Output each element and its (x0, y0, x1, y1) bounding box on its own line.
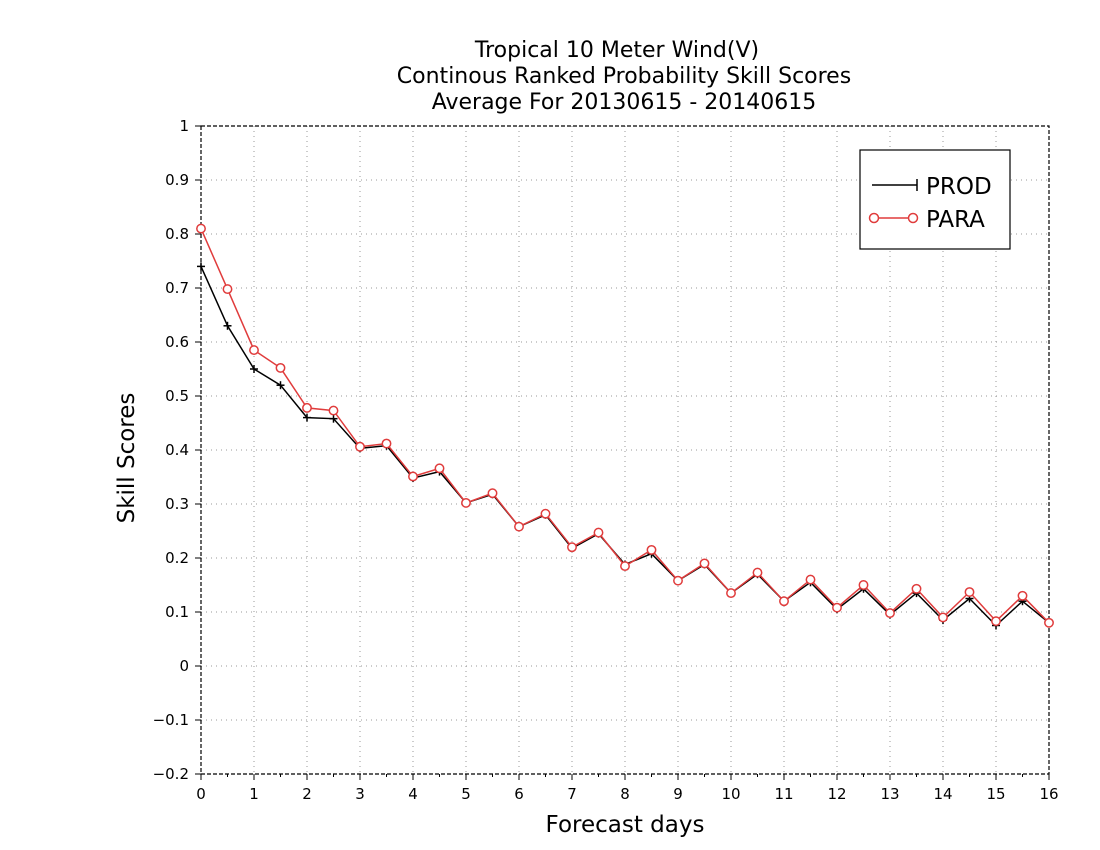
data-point-para (302, 402, 312, 413)
data-point-prod (329, 414, 338, 423)
legend-label-prod: PROD (926, 174, 992, 200)
x-tick-label: 14 (933, 785, 952, 803)
data-point-para (779, 596, 789, 607)
data-point-para (196, 223, 206, 234)
data-point-para (1017, 590, 1028, 601)
x-tick-label: 8 (620, 785, 630, 803)
y-tick-label: 0.5 (165, 387, 189, 405)
data-point-prod (303, 413, 311, 422)
data-point-para (461, 497, 471, 508)
data-point-para (514, 521, 524, 532)
data-point-para (938, 612, 948, 623)
data-point-para (355, 441, 365, 452)
y-tick-label: 0.8 (165, 225, 189, 243)
data-point-para (673, 575, 683, 586)
x-tick-label: 16 (1039, 785, 1058, 803)
data-point-para (991, 616, 1001, 627)
x-tick-label: 5 (461, 785, 471, 803)
y-tick-label: 0.4 (165, 441, 189, 459)
data-point-para (885, 608, 895, 619)
data-point-prod (250, 365, 258, 373)
grid-lines (201, 126, 1049, 774)
legend-marker-para-right (907, 212, 919, 224)
data-point-para (487, 488, 498, 499)
x-tick-label: 12 (827, 785, 846, 803)
legend: PROD PARA (859, 149, 1011, 250)
y-axis-label: Skill Scores (114, 393, 140, 524)
x-tick-label: 1 (249, 785, 259, 803)
x-tick-label: 4 (408, 785, 418, 803)
data-point-prod (276, 381, 285, 390)
data-point-para (275, 362, 286, 373)
y-tick-label: 0.6 (165, 333, 189, 351)
x-tick-label: 2 (302, 785, 312, 803)
data-point-para (832, 602, 842, 613)
data-point-para (620, 561, 630, 572)
y-tick-label: 0.3 (165, 495, 189, 513)
data-point-para (964, 587, 975, 597)
y-tick-label: −0.2 (153, 765, 189, 783)
data-point-para (222, 284, 233, 295)
data-point-para (1044, 617, 1054, 628)
x-tick-label: 9 (673, 785, 683, 803)
data-point-para (434, 463, 445, 474)
legend-label-para: PARA (926, 207, 985, 233)
x-tick-label: 15 (986, 785, 1005, 803)
data-point-para (805, 574, 816, 585)
legend-marker-para-left (868, 212, 880, 224)
chart-title-line-3: Average For 20130615 - 20140615 (432, 90, 817, 115)
chart-title-line-1: Tropical 10 Meter Wind(V) (474, 38, 759, 63)
data-point-para (646, 544, 657, 555)
data-series (196, 223, 1054, 630)
data-point-para (540, 508, 551, 519)
data-point-para (328, 405, 339, 416)
y-tick-label: 0.1 (165, 603, 189, 621)
y-tick-label: 0.2 (165, 549, 189, 567)
chart-title-line-2: Continous Ranked Probability Skill Score… (397, 64, 851, 89)
legend-box (859, 149, 1011, 250)
y-tick-label: 1 (179, 117, 189, 135)
data-point-prod (197, 262, 205, 271)
data-point-para (249, 345, 259, 356)
x-tick-label: 10 (721, 785, 740, 803)
data-point-para (408, 471, 418, 482)
y-tick-label: −0.1 (153, 711, 189, 729)
x-tick-label: 11 (774, 785, 793, 803)
data-point-para (726, 588, 736, 599)
x-axis-label: Forecast days (546, 812, 705, 838)
x-tick-label: 7 (567, 785, 577, 803)
x-tick-label: 13 (880, 785, 899, 803)
data-point-para (858, 580, 869, 590)
y-tick-label: 0 (179, 657, 189, 675)
axis-ticks: 0 1 2 3 4 5 6 7 8 9 10 11 12 13 14 15 16−0.2−0.100.10.20… (153, 117, 1059, 803)
y-tick-label: 0.9 (165, 171, 189, 189)
data-point-para (752, 567, 763, 578)
x-tick-label: 6 (514, 785, 524, 803)
x-tick-label: 3 (355, 785, 365, 803)
x-tick-label: 0 (196, 785, 206, 803)
series-para (196, 223, 1054, 628)
data-point-para (567, 542, 577, 553)
data-point-para (593, 527, 604, 538)
y-tick-label: 0.7 (165, 279, 189, 297)
data-point-para (911, 583, 922, 594)
data-point-para (381, 438, 392, 449)
data-point-para (699, 558, 710, 569)
series-prod (197, 262, 1053, 630)
data-point-prod (223, 321, 232, 330)
